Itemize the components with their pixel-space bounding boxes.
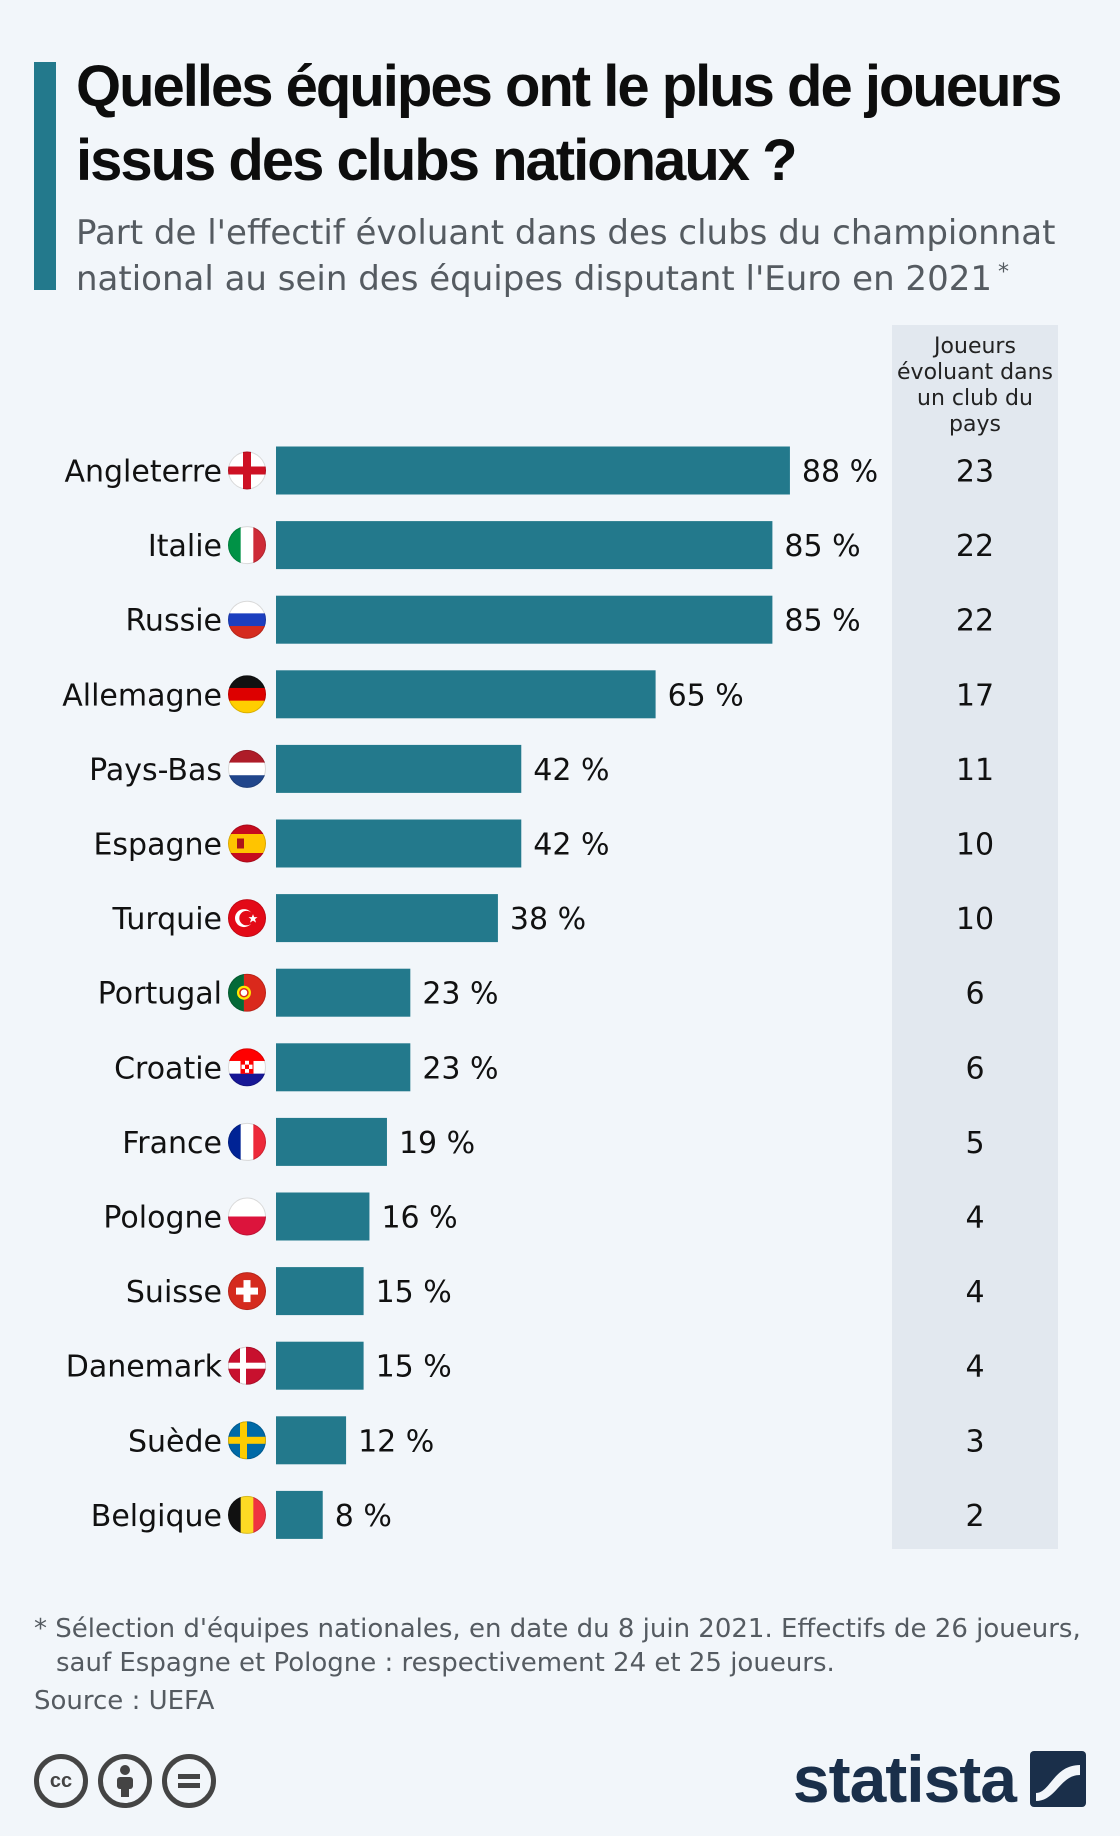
category-label: Suisse — [126, 1275, 222, 1310]
bar — [276, 1416, 347, 1465]
players-count: 5 — [965, 1126, 984, 1161]
category-label: Allemagne — [62, 678, 222, 713]
value-label: 8 % — [335, 1499, 392, 1534]
belgium-flag — [228, 1495, 266, 1534]
statista-logo[interactable]: statista — [793, 1744, 1086, 1814]
value-label: 15 % — [376, 1350, 452, 1385]
russia-flag — [228, 600, 266, 639]
bar — [276, 819, 522, 868]
bar — [276, 1043, 411, 1092]
equals-icon — [178, 1774, 200, 1788]
category-label: Angleterre — [64, 455, 222, 490]
bar — [276, 744, 522, 793]
players-column-panel — [892, 325, 1058, 1549]
sweden-flag — [228, 1421, 266, 1460]
denmark-flag — [228, 1346, 266, 1385]
category-label: Italie — [148, 529, 222, 564]
category-label: Russie — [125, 604, 222, 639]
players-count: 6 — [965, 1051, 984, 1086]
statista-mark-icon — [1030, 1751, 1086, 1807]
category-label: Belgique — [91, 1499, 222, 1534]
players-count: 6 — [965, 977, 984, 1012]
bar — [276, 446, 790, 495]
value-label: 65 % — [668, 678, 744, 713]
value-label: 42 % — [533, 753, 609, 788]
bar — [276, 670, 656, 719]
value-label: 15 % — [376, 1275, 452, 1310]
players-count: 23 — [956, 455, 994, 490]
bar — [276, 1341, 364, 1390]
value-label: 38 % — [510, 902, 586, 937]
germany-flag — [228, 675, 266, 714]
category-label: Portugal — [98, 977, 222, 1012]
bar — [276, 1117, 387, 1166]
poland-flag — [228, 1197, 266, 1236]
bar — [276, 968, 411, 1017]
netherlands-flag — [228, 749, 266, 788]
footnote-line-1: * Sélection d'équipes nationales, en dat… — [34, 1614, 1081, 1644]
source-note: Source : UEFA — [34, 1686, 215, 1716]
players-count: 10 — [956, 902, 994, 937]
players-count: 22 — [956, 529, 994, 564]
croatia-flag — [228, 1048, 266, 1087]
chart-title: Quelles équipes ont le plus de joueurs i… — [76, 54, 1062, 193]
bar — [276, 894, 498, 943]
footnote-line-2: sauf Espagne et Pologne : respectivement… — [56, 1648, 835, 1678]
players-count: 11 — [956, 753, 994, 788]
players-count: 22 — [956, 604, 994, 639]
nd-icon[interactable] — [162, 1754, 216, 1808]
chart-subtitle: Part de l'effectif évoluant dans des clu… — [76, 210, 1106, 302]
turkey-flag — [228, 899, 266, 938]
license-icons: cc — [34, 1754, 216, 1808]
category-label: Danemark — [66, 1350, 223, 1385]
category-label: France — [122, 1126, 222, 1161]
value-label: 16 % — [381, 1201, 457, 1236]
players-count: 3 — [965, 1424, 984, 1459]
england-flag — [228, 451, 266, 490]
title-accent-bar — [34, 62, 56, 290]
value-label: 23 % — [422, 977, 498, 1012]
cc-icon[interactable]: cc — [34, 1754, 88, 1808]
category-label: Espagne — [93, 828, 222, 863]
players-count: 10 — [956, 828, 994, 863]
category-label: Pays-Bas — [89, 753, 222, 788]
switzerland-flag — [228, 1272, 266, 1311]
value-label: 23 % — [422, 1051, 498, 1086]
value-label: 42 % — [533, 828, 609, 863]
france-flag — [228, 1122, 266, 1161]
value-label: 85 % — [784, 604, 860, 639]
players-count: 17 — [956, 678, 994, 713]
person-icon — [117, 1765, 133, 1797]
italy-flag — [228, 526, 266, 565]
bar — [276, 1267, 364, 1316]
subtitle-text: Part de l'effectif évoluant dans des clu… — [76, 213, 1056, 299]
footnote: * Sélection d'équipes nationales, en dat… — [34, 1612, 1094, 1680]
players-count: 4 — [965, 1201, 984, 1236]
by-icon[interactable] — [98, 1754, 152, 1808]
bar — [276, 595, 773, 644]
value-label: 19 % — [399, 1126, 475, 1161]
players-count: 4 — [965, 1275, 984, 1310]
subtitle-footnote-marker: * — [997, 260, 1009, 285]
logo-text: statista — [792, 1742, 1017, 1816]
bar — [276, 521, 773, 570]
players-column-header: Joueurs évoluant dans un club du pays — [897, 334, 1053, 437]
value-label: 85 % — [784, 529, 860, 564]
value-label: 88 % — [802, 455, 878, 490]
category-label: Turquie — [112, 902, 222, 937]
category-label: Suède — [128, 1424, 222, 1459]
spain-flag — [228, 824, 266, 863]
bar — [276, 1192, 370, 1241]
portugal-flag — [228, 973, 266, 1012]
players-count: 2 — [965, 1499, 984, 1534]
value-label: 12 % — [358, 1424, 434, 1459]
bar — [276, 1490, 323, 1539]
category-label: Pologne — [103, 1201, 222, 1236]
players-count: 4 — [965, 1350, 984, 1385]
category-label: Croatie — [114, 1051, 222, 1086]
